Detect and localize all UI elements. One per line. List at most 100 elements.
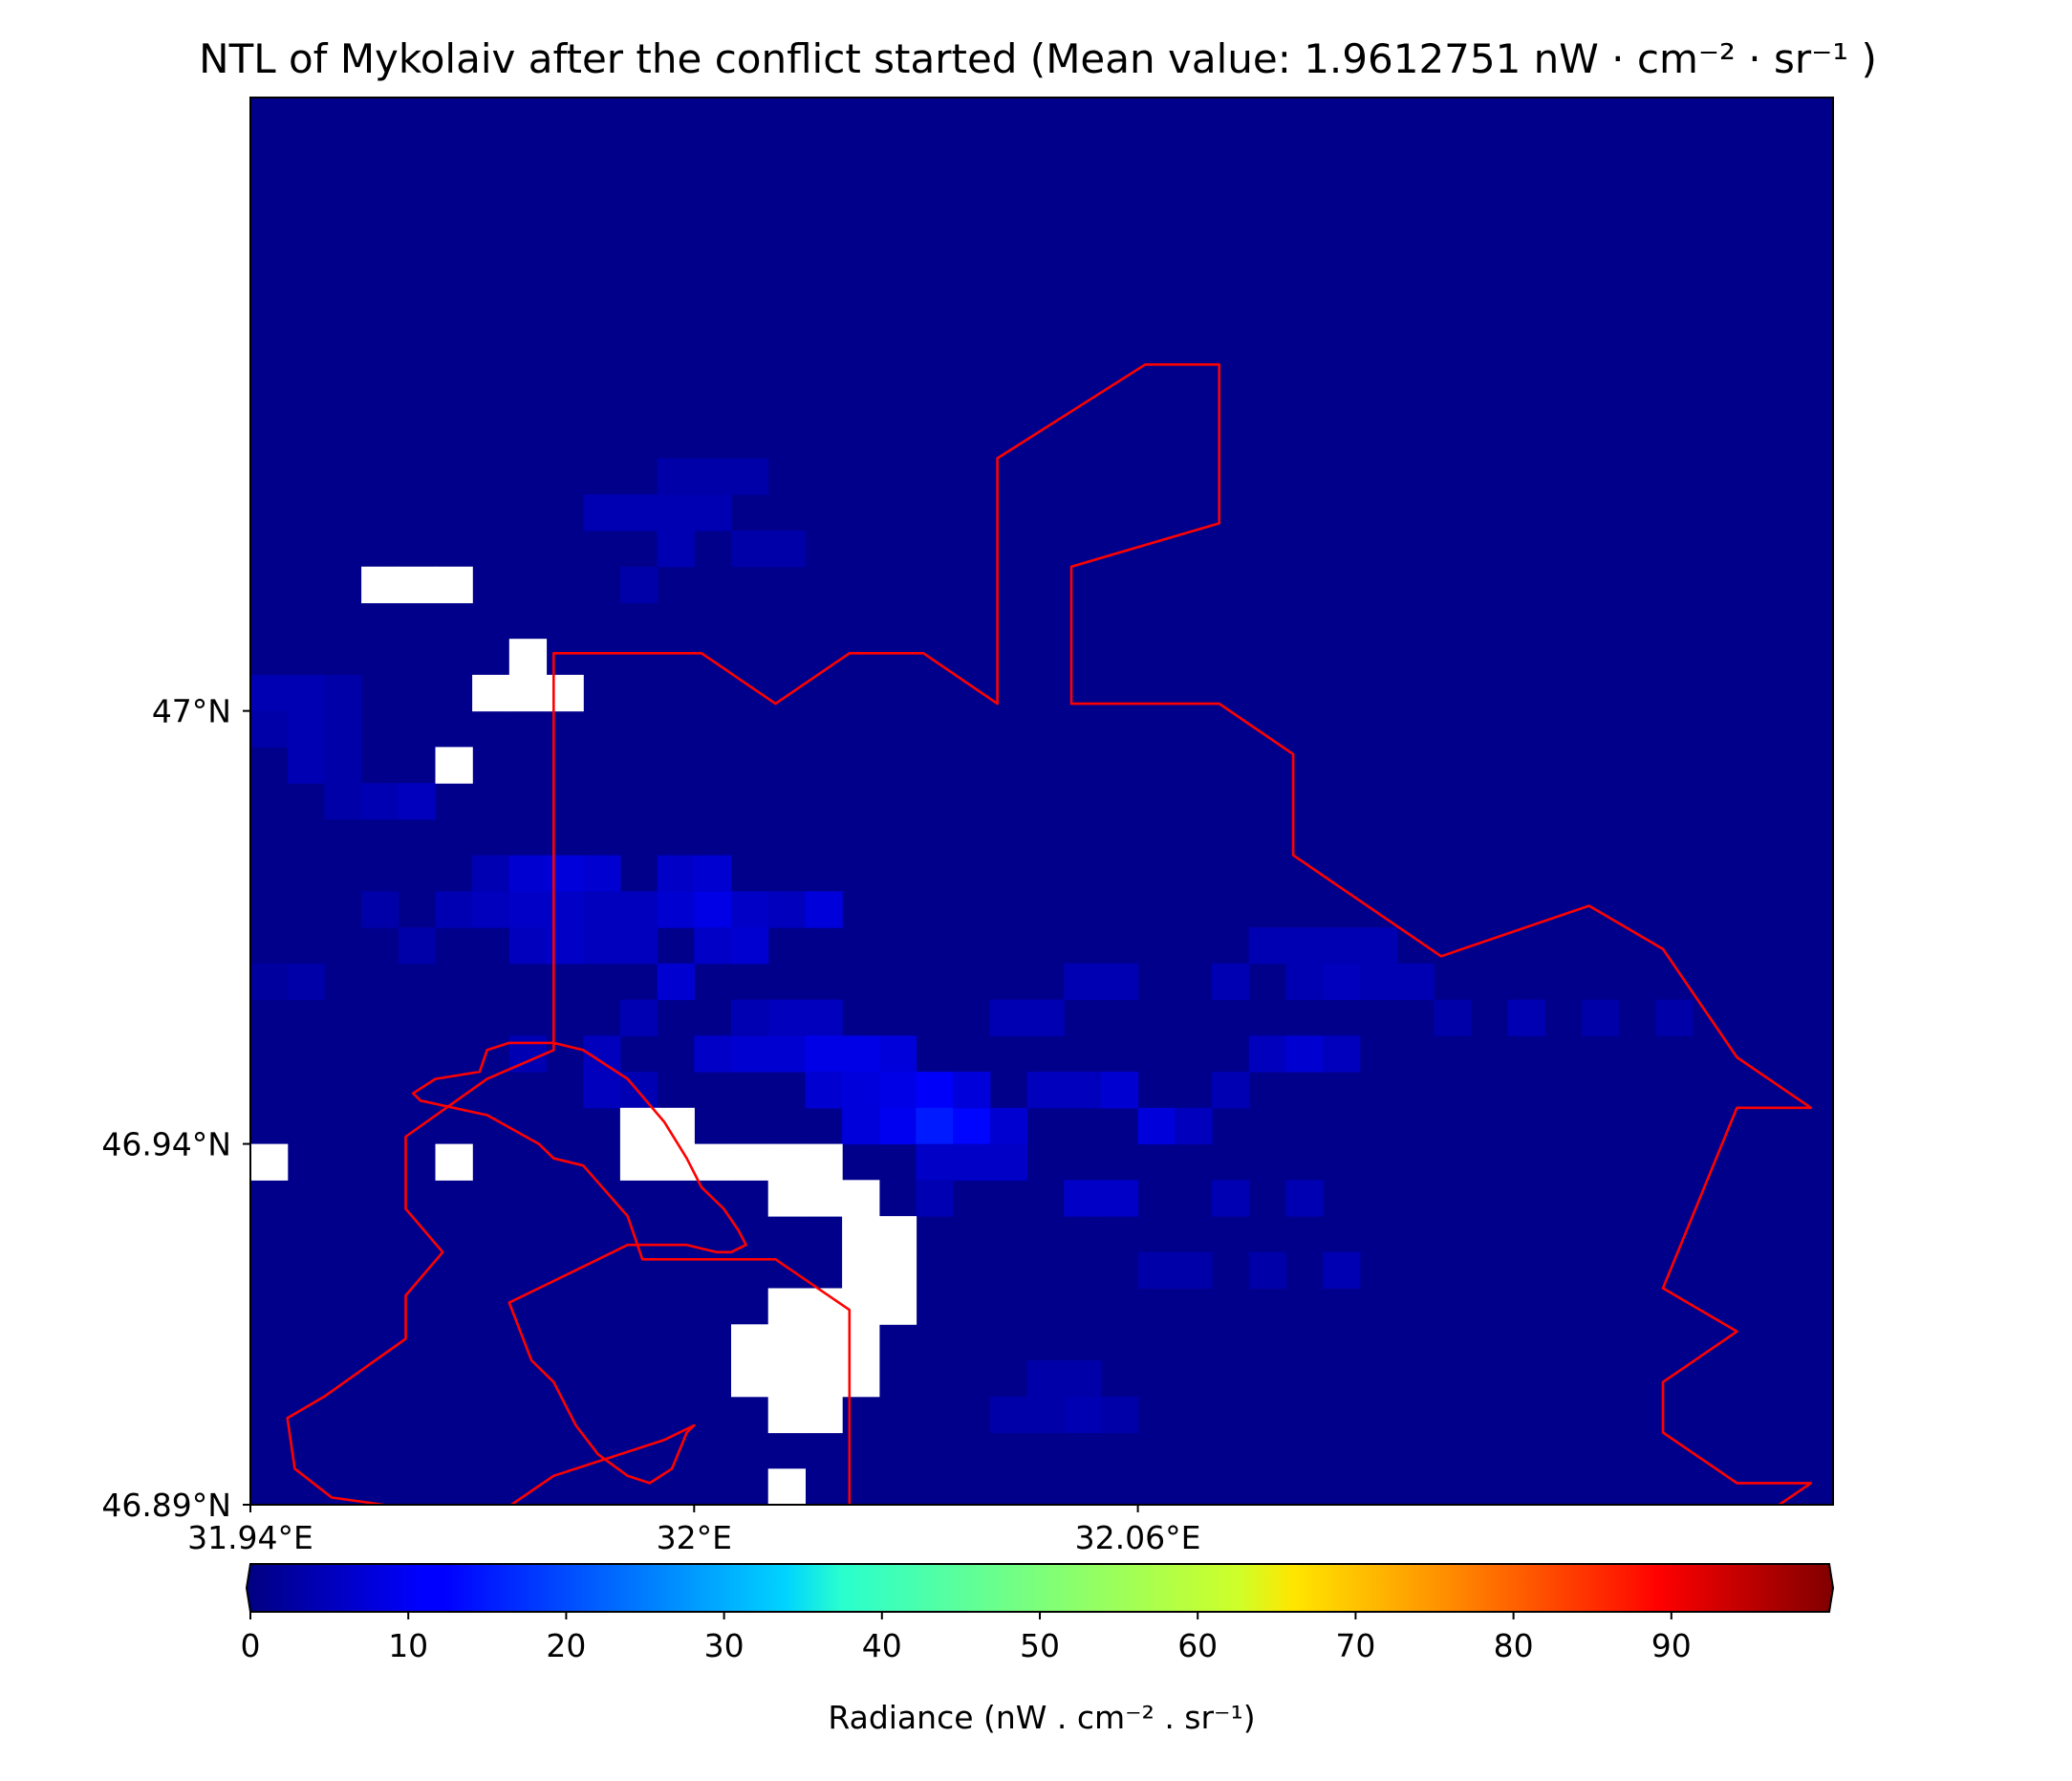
heat-cell-34 xyxy=(805,1072,843,1109)
heat-cell-99 xyxy=(619,999,658,1036)
heat-cell-7 xyxy=(472,855,510,892)
heat-cell-14 xyxy=(619,891,658,928)
no-data-cell-34 xyxy=(767,1360,806,1398)
heat-cell-76 xyxy=(619,494,658,532)
heat-cell-81 xyxy=(731,458,769,495)
heat-cell-54 xyxy=(1100,1180,1139,1217)
x-tick-label-0: 31.94°E xyxy=(187,1519,313,1556)
heat-cell-101 xyxy=(731,999,769,1036)
heat-cell-11 xyxy=(508,891,548,928)
heat-cell-83 xyxy=(657,530,695,568)
heat-cell-19 xyxy=(731,891,769,928)
heat-cell-67 xyxy=(989,999,1028,1036)
heat-cell-71 xyxy=(1137,1251,1176,1290)
no-data-cell-32 xyxy=(842,1324,880,1361)
colorbar-ticks: 0 10 20 30 40 50 60 70 80 90 xyxy=(241,1612,1692,1664)
heat-cell-26 xyxy=(657,963,695,1001)
heat-cell-20 xyxy=(767,891,806,928)
map-area xyxy=(249,97,1834,1506)
no-data-cell-9 xyxy=(435,1143,473,1181)
heat-cell-61 xyxy=(1248,927,1286,965)
heat-cell-8 xyxy=(508,855,548,892)
y-tick-label-2: 46.89°N xyxy=(101,1487,231,1524)
no-data-cell-25 xyxy=(767,1288,806,1325)
heat-cell-80 xyxy=(694,458,732,495)
heat-cell-23 xyxy=(619,927,658,965)
no-data-cell-31 xyxy=(805,1324,843,1361)
heat-cell-74 xyxy=(1323,1251,1361,1290)
no-data-cell-17 xyxy=(805,1143,843,1181)
no-data-cell-2 xyxy=(435,566,473,603)
no-data-cell-18 xyxy=(767,1180,806,1217)
heat-cell-21 xyxy=(805,891,843,928)
colorbar-tick-label-0: 0 xyxy=(241,1627,261,1664)
heat-cell-93 xyxy=(250,963,289,1001)
no-data-cell-5 xyxy=(508,674,548,712)
no-data-cell-21 xyxy=(842,1216,880,1253)
heat-cell-75 xyxy=(583,494,621,532)
no-data-cell-11 xyxy=(657,1107,695,1145)
heat-cell-5 xyxy=(324,710,362,748)
heat-cell-79 xyxy=(657,458,695,495)
heat-cell-38 xyxy=(878,1107,917,1145)
heat-cell-43 xyxy=(989,1107,1028,1145)
colorbar: 0 10 20 30 40 50 60 70 80 90 Radiance (nW . cm⁻² … xyxy=(241,1563,1835,1736)
heat-cell-37 xyxy=(916,1072,954,1109)
heat-cell-22 xyxy=(583,927,621,965)
plot-frame xyxy=(249,97,1834,1506)
heat-cell-24 xyxy=(694,927,732,965)
no-data-cell-24 xyxy=(878,1251,917,1290)
heat-cell-114 xyxy=(1212,963,1250,1001)
heat-cell-104 xyxy=(583,1072,621,1109)
heat-cell-16 xyxy=(694,891,732,928)
heat-cell-12 xyxy=(546,891,584,928)
colorbar-tick-label-2: 20 xyxy=(546,1627,586,1664)
no-data-cell-4 xyxy=(472,674,510,712)
no-data-cell-20 xyxy=(842,1180,880,1217)
no-data-cell-19 xyxy=(805,1180,843,1217)
heat-cell-78 xyxy=(694,494,732,532)
heat-cell-97 xyxy=(508,927,548,965)
heat-cell-88 xyxy=(398,783,437,820)
colorbar-label: Radiance (nW . cm⁻² . sr⁻¹) xyxy=(828,1699,1255,1736)
no-data-cell-0 xyxy=(361,566,399,603)
heat-cell-100 xyxy=(767,999,806,1036)
heat-cell-89 xyxy=(287,747,325,784)
y-tick-label-1: 46.94°N xyxy=(101,1126,231,1163)
heat-cell-36 xyxy=(878,1072,917,1109)
heat-cell-44 xyxy=(916,1143,954,1181)
colorbar-tick-label-8: 80 xyxy=(1494,1627,1534,1664)
heat-cell-95 xyxy=(435,891,473,928)
colorbar-tick-label-3: 30 xyxy=(704,1627,745,1664)
heat-cell-94 xyxy=(287,963,325,1001)
heat-cell-35 xyxy=(842,1072,880,1109)
heat-cell-87 xyxy=(361,783,399,820)
heat-cell-110 xyxy=(1100,1396,1139,1434)
no-data-cell-8 xyxy=(250,1143,289,1181)
heat-cell-39 xyxy=(916,1107,954,1145)
heat-cell-10 xyxy=(583,855,621,892)
heat-cell-27 xyxy=(805,999,843,1036)
heat-cell-85 xyxy=(767,530,806,568)
heat-cell-82 xyxy=(619,566,658,603)
heat-cell-92 xyxy=(398,927,437,965)
no-data-cell-22 xyxy=(878,1216,917,1253)
x-axis-ticks: 31.94°E 32°E 32.06°E xyxy=(187,1505,1201,1556)
no-data-cell-6 xyxy=(546,674,584,712)
y-tick-label-0: 47°N xyxy=(152,693,231,730)
no-data-cell-39 xyxy=(767,1468,806,1505)
heat-cell-15 xyxy=(657,891,695,928)
no-data-cell-28 xyxy=(878,1288,917,1325)
heat-cell-66 xyxy=(1100,963,1139,1001)
heat-cell-64 xyxy=(1359,927,1397,965)
no-data-cell-35 xyxy=(805,1360,843,1398)
colorbar-tick-label-9: 90 xyxy=(1651,1627,1692,1664)
heat-cell-55 xyxy=(1248,1035,1286,1073)
heat-cell-28 xyxy=(694,1035,732,1073)
heat-cell-58 xyxy=(1323,963,1361,1001)
heatmap-background xyxy=(250,98,1833,1505)
heat-cell-0 xyxy=(250,674,289,712)
heat-cell-30 xyxy=(767,1035,806,1073)
no-data-cell-23 xyxy=(842,1251,880,1290)
heatmap-cells xyxy=(250,458,1694,1434)
